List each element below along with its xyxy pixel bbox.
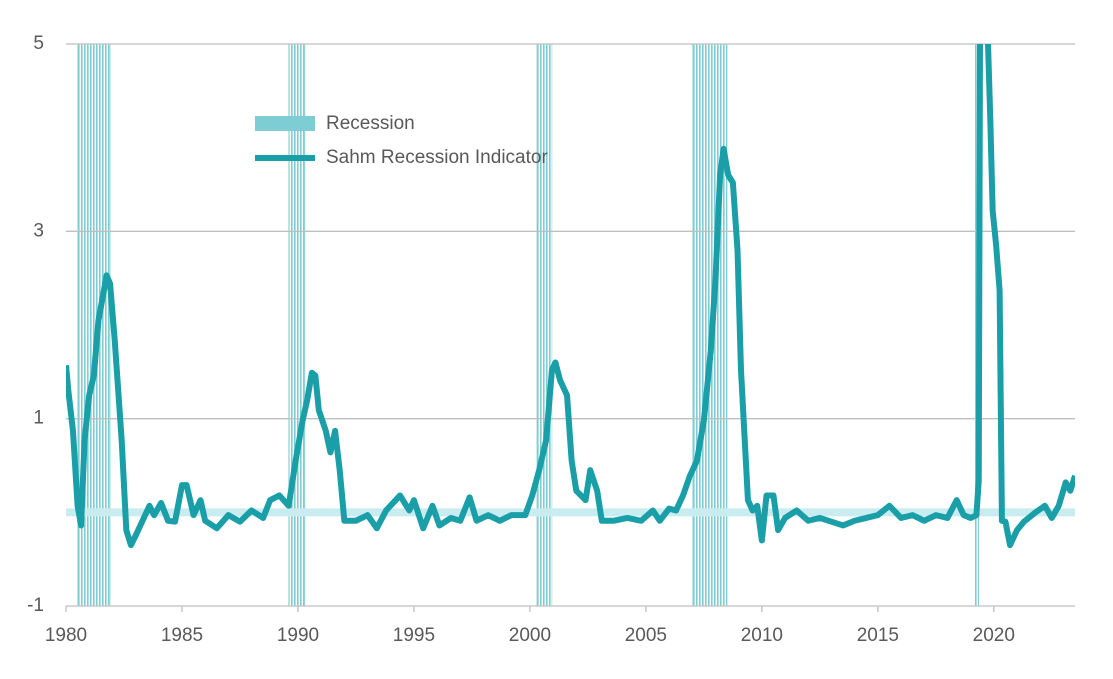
- x-tick-label: 2000: [509, 625, 551, 646]
- recession-band: [536, 43, 553, 607]
- legend-label: Sahm Recession Indicator: [326, 147, 548, 168]
- y-tick-label: 3: [33, 220, 44, 241]
- legend: Recession Sahm Recession Indicator: [255, 113, 548, 168]
- x-tick-label: 2015: [857, 625, 899, 646]
- x-tick-label: 1995: [393, 625, 435, 646]
- x-tick-label: 1985: [161, 625, 203, 646]
- y-tick-label: 1: [33, 408, 44, 429]
- y-tick-label: 5: [33, 33, 44, 54]
- x-tick-label: 1980: [45, 625, 87, 646]
- y-tick-label: -1: [27, 595, 44, 616]
- x-tick-label: 2005: [625, 625, 667, 646]
- x-tick-label: 2010: [741, 625, 783, 646]
- x-tick-label: 1990: [277, 625, 319, 646]
- legend-label: Recession: [326, 113, 415, 134]
- x-tick-label: 2020: [973, 625, 1015, 646]
- series-line: [66, 44, 1075, 549]
- legend-swatch: [255, 116, 315, 131]
